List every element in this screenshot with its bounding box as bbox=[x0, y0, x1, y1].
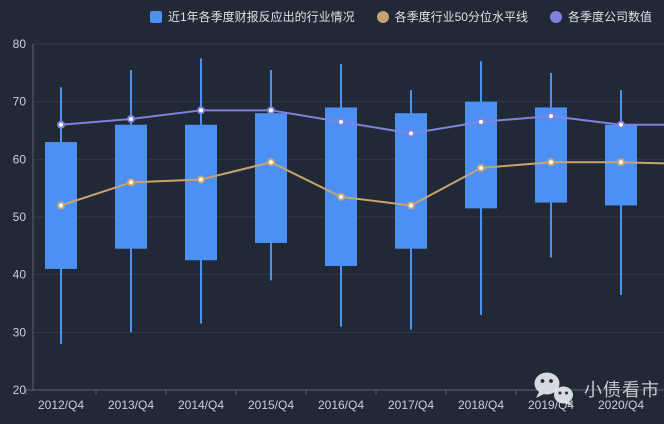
x-axis-label: 2019/Q4 bbox=[528, 398, 574, 412]
company-point bbox=[547, 112, 555, 121]
x-axis-label: 2012/Q4 bbox=[38, 398, 84, 412]
median-series-marker-icon bbox=[376, 11, 389, 23]
y-axis-label: 50 bbox=[13, 210, 27, 224]
company-point bbox=[57, 120, 65, 129]
company-line bbox=[60, 109, 664, 135]
candle-box bbox=[535, 107, 567, 203]
x-axis-label: 2018/Q4 bbox=[458, 398, 504, 412]
median-point bbox=[617, 158, 625, 167]
y-axis-label: 20 bbox=[13, 383, 27, 397]
median-point bbox=[267, 158, 275, 167]
median-point bbox=[337, 192, 345, 201]
y-axis-label: 80 bbox=[13, 37, 27, 51]
x-axis-label: 2016/Q4 bbox=[318, 398, 364, 412]
median-point bbox=[57, 201, 65, 210]
chart-legend: 近1年各季度财报反应出的行业情况 各季度行业50分位水平线 各季度公司数值 bbox=[0, 8, 652, 26]
legend-item-median-line[interactable]: 各季度行业50分位水平线 bbox=[376, 8, 528, 26]
median-point bbox=[127, 178, 135, 187]
company-point bbox=[407, 129, 415, 138]
x-axis-label: 2020/Q4 bbox=[598, 398, 644, 412]
x-axis-label: 2013/Q4 bbox=[108, 398, 154, 412]
company-series-marker-icon bbox=[549, 11, 562, 23]
median-point bbox=[547, 158, 555, 167]
company-point bbox=[477, 117, 485, 126]
legend-label: 各季度行业50分位水平线 bbox=[394, 10, 528, 24]
candle-box bbox=[255, 113, 287, 243]
x-axis-label: 2015/Q4 bbox=[248, 398, 294, 412]
x-axis-label: 2017/Q4 bbox=[388, 398, 434, 412]
candle-box bbox=[185, 124, 217, 261]
legend-item-company-line[interactable]: 各季度公司数值 bbox=[549, 8, 652, 26]
median-point bbox=[197, 175, 205, 184]
y-axis-label: 60 bbox=[13, 152, 27, 166]
candle-box bbox=[465, 101, 497, 209]
company-point bbox=[267, 106, 275, 115]
median-point bbox=[477, 163, 485, 172]
y-axis-label: 70 bbox=[13, 95, 27, 109]
legend-item-industry-range[interactable]: 近1年各季度财报反应出的行业情况 bbox=[149, 8, 355, 26]
company-point bbox=[197, 106, 205, 115]
company-point bbox=[337, 117, 345, 126]
median-point bbox=[407, 201, 415, 210]
median-line bbox=[60, 161, 664, 207]
company-point bbox=[617, 120, 625, 129]
legend-label: 近1年各季度财报反应出的行业情况 bbox=[167, 10, 355, 24]
candle-box bbox=[325, 107, 357, 267]
legend-label: 各季度公司数值 bbox=[567, 10, 652, 24]
y-axis-label: 40 bbox=[13, 268, 27, 282]
x-axis-label: 2014/Q4 bbox=[178, 398, 224, 412]
company-point bbox=[127, 114, 135, 123]
y-axis-label: 30 bbox=[13, 325, 27, 339]
candlestick-series-marker-icon bbox=[149, 11, 162, 23]
